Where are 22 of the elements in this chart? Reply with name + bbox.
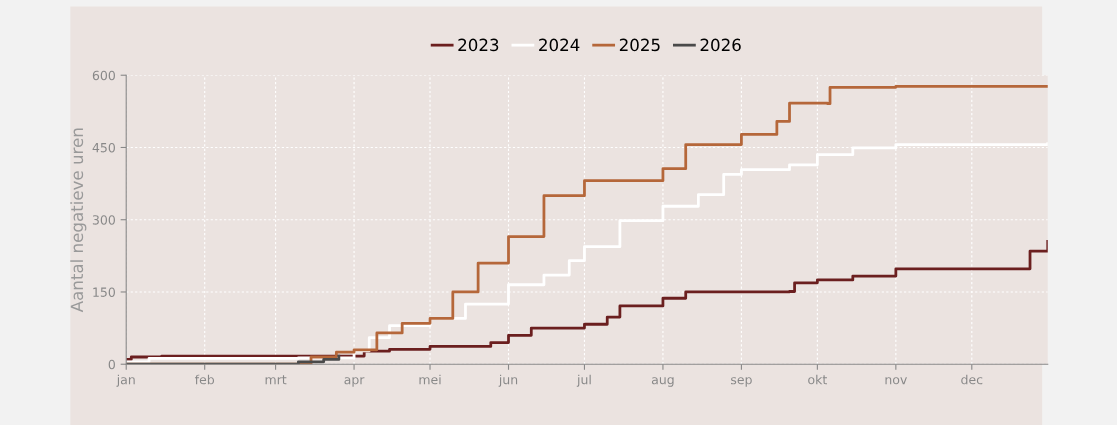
x-tick-label: jun xyxy=(498,374,518,387)
y-axis-title: Aantal negatieve uren xyxy=(70,128,87,313)
y-tick-label: 300 xyxy=(92,215,115,225)
x-tick-label: feb xyxy=(194,374,215,385)
x-tick-label: sep xyxy=(731,377,752,387)
x-tick-label: mei xyxy=(419,374,441,385)
x-tick-label: aug xyxy=(651,377,674,387)
legend-label: 2024 xyxy=(539,38,580,52)
x-tick-label: jul xyxy=(576,374,591,387)
y-tick-label: 450 xyxy=(92,142,115,153)
x-tick-label: nov xyxy=(885,377,907,385)
y-tick-label: 150 xyxy=(93,287,115,297)
x-tick-label: apr xyxy=(344,377,365,387)
legend-label: 2025 xyxy=(619,38,660,52)
y-tick-label: 600 xyxy=(92,70,115,81)
y-tick-label: 0 xyxy=(108,359,115,370)
x-tick-label: jan xyxy=(116,374,135,387)
x-tick-label: dec xyxy=(961,374,983,385)
x-tick-label: mrt xyxy=(265,375,287,385)
legend-label: 2026 xyxy=(700,38,741,52)
x-tick-label: okt xyxy=(808,374,827,385)
legend-label: 2023 xyxy=(458,38,499,52)
